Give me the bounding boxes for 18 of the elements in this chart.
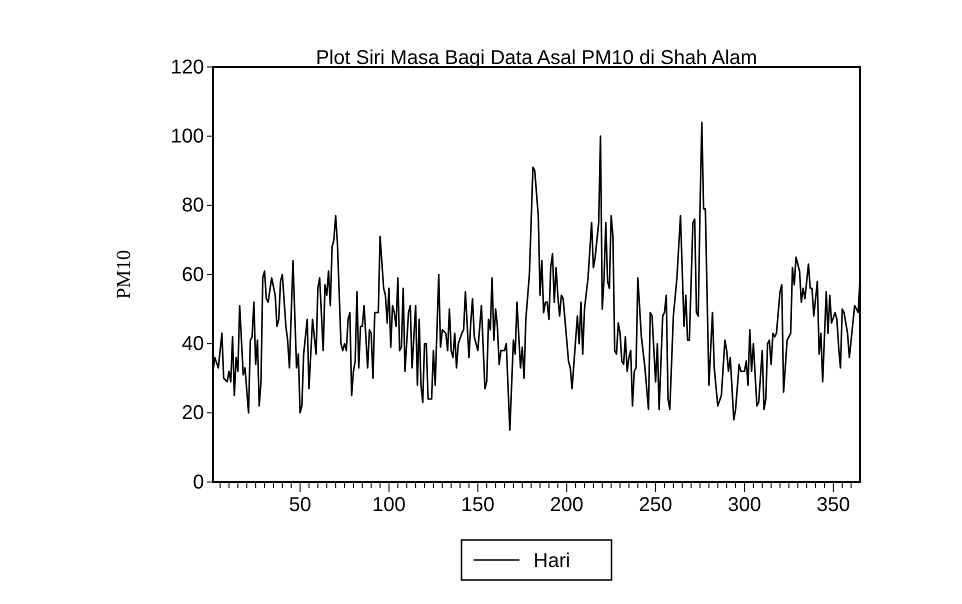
y-axis-title: PM10: [113, 250, 135, 299]
x-tick-label: 100: [372, 494, 406, 516]
x-tick-label: 300: [728, 494, 762, 516]
line-series: [212, 122, 861, 431]
y-tick-label: 100: [170, 126, 204, 148]
x-tick-label: 150: [461, 494, 495, 516]
x-tick-label: 200: [550, 494, 584, 516]
x-tick-label: 350: [816, 494, 850, 516]
x-tick-label: 50: [288, 494, 312, 516]
y-tick-label: 120: [170, 56, 204, 78]
y-tick-label: 80: [182, 194, 204, 217]
y-tick-label: 20: [182, 402, 204, 424]
y-tick-label: 60: [182, 264, 204, 286]
y-tick-label: 0: [192, 471, 204, 494]
y-tick-label: 40: [182, 333, 204, 356]
legend-label: Hari: [534, 550, 570, 572]
x-tick-label: 250: [638, 494, 672, 516]
chart-title: Plot Siri Masa Bagi Data Asal PM10 di Shah Alam: [316, 47, 758, 69]
